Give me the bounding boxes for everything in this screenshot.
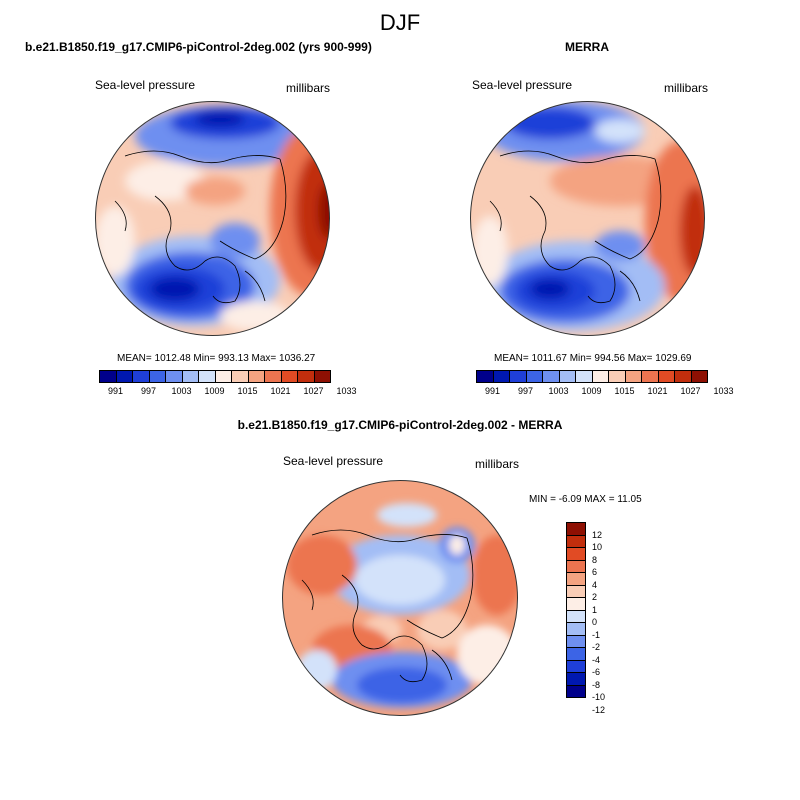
colorbar-swatch <box>690 370 708 383</box>
colorbar-swatch <box>165 370 183 383</box>
colorbar-tick-label: 997 <box>517 386 534 396</box>
panel-2-colorbar <box>476 370 708 383</box>
panel-1-field-label: Sea-level pressure <box>95 78 196 92</box>
colorbar-tick-label: 8 <box>592 554 598 565</box>
colorbar-swatch <box>492 370 510 383</box>
colorbar-swatch <box>591 370 609 383</box>
colorbar-swatch <box>566 534 586 548</box>
colorbar-swatch <box>566 659 586 673</box>
colorbar-tick-label: 12 <box>592 529 603 540</box>
colorbar-swatch <box>231 370 249 383</box>
colorbar-swatch <box>608 370 626 383</box>
panel-2-field-label: Sea-level pressure <box>472 78 573 92</box>
panel-1-unit-label: millibars <box>286 81 331 95</box>
colorbar-tick-label: -6 <box>592 667 601 677</box>
colorbar-swatch <box>115 370 133 383</box>
colorbar-tick-label: 1021 <box>270 386 291 396</box>
colorbar-swatch <box>566 522 586 536</box>
colorbar-swatch <box>297 370 315 383</box>
colorbar-swatch <box>247 370 265 383</box>
colorbar-swatch <box>566 672 586 686</box>
colorbar-swatch <box>566 634 586 648</box>
colorbar-tick-label: 1033 <box>713 386 734 396</box>
season-title: DJF <box>379 10 421 35</box>
colorbar-swatch <box>99 370 117 383</box>
colorbar-swatch <box>558 370 576 383</box>
panel-3-stats: MIN = -6.09 MAX = 11.05 <box>529 494 642 505</box>
panel-2-unit-label: millibars <box>664 81 709 95</box>
colorbar-tick-label: 1015 <box>237 386 258 396</box>
colorbar-tick-label: -8 <box>592 679 601 690</box>
colorbar-swatch <box>566 684 586 698</box>
colorbar-tick-label: 4 <box>592 579 598 590</box>
colorbar-swatch <box>566 647 586 661</box>
colorbar-swatch <box>264 370 282 383</box>
colorbar-swatch <box>198 370 216 383</box>
colorbar-tick-label: -1 <box>592 629 601 640</box>
colorbar-swatch <box>575 370 593 383</box>
colorbar-tick-label: 1033 <box>336 386 357 396</box>
panel-3-colorbar <box>566 522 586 698</box>
panel-3-unit-label: millibars <box>475 457 520 471</box>
colorbar-tick-label: 1009 <box>581 386 602 396</box>
colorbar-swatch <box>657 370 675 383</box>
colorbar-tick-label: -10 <box>592 692 606 702</box>
colorbar-tick-label: 1003 <box>171 386 192 396</box>
colorbar-swatch <box>132 370 150 383</box>
panel-3-title: b.e21.B1850.f19_g17.CMIP6-piControl-2deg… <box>237 418 563 432</box>
colorbar-tick-label: -4 <box>592 654 601 665</box>
panel-1-title: b.e21.B1850.f19_g17.CMIP6-piControl-2deg… <box>25 40 372 54</box>
colorbar-swatch <box>566 597 586 611</box>
colorbar-swatch <box>624 370 642 383</box>
colorbar-swatch <box>542 370 560 383</box>
colorbar-swatch <box>566 609 586 623</box>
colorbar-swatch <box>476 370 494 383</box>
colorbar-swatch <box>280 370 298 383</box>
colorbar-swatch <box>509 370 527 383</box>
colorbar-swatch <box>566 622 586 636</box>
colorbar-swatch <box>641 370 659 383</box>
panel-3-polar-map <box>282 480 518 716</box>
colorbar-tick-label: -2 <box>592 642 601 652</box>
colorbar-swatch <box>674 370 692 383</box>
colorbar-tick-label: -12 <box>592 704 606 715</box>
colorbar-tick-label: 1009 <box>204 386 225 396</box>
colorbar-swatch <box>313 370 331 383</box>
colorbar-swatch <box>214 370 232 383</box>
colorbar-swatch <box>566 572 586 586</box>
colorbar-swatch <box>566 559 586 573</box>
panel-2-title: MERRA <box>565 40 609 54</box>
colorbar-tick-label: 2 <box>592 592 598 602</box>
panel-1-polar-map <box>95 101 330 336</box>
colorbar-tick-label: 1021 <box>647 386 668 396</box>
colorbar-tick-label: 0 <box>592 617 598 627</box>
panel-2-stats: MEAN= 1011.67 Min= 994.56 Max= 1029.69 <box>494 353 692 364</box>
colorbar-swatch <box>181 370 199 383</box>
colorbar-swatch <box>566 584 586 598</box>
colorbar-tick-label: 1 <box>592 604 598 615</box>
panel-1-colorbar <box>99 370 331 383</box>
colorbar-tick-label: 991 <box>484 386 501 396</box>
panel-3-field-label: Sea-level pressure <box>283 454 384 468</box>
colorbar-swatch <box>525 370 543 383</box>
colorbar-swatch <box>566 547 586 561</box>
colorbar-swatch <box>148 370 166 383</box>
colorbar-tick-label: 1027 <box>680 386 701 396</box>
colorbar-tick-label: 6 <box>592 567 598 577</box>
colorbar-tick-label: 10 <box>592 542 603 552</box>
panel-2-polar-map <box>470 101 705 336</box>
colorbar-tick-label: 1015 <box>614 386 635 396</box>
colorbar-tick-label: 1003 <box>548 386 569 396</box>
colorbar-tick-label: 1027 <box>303 386 324 396</box>
colorbar-tick-label: 991 <box>107 386 124 396</box>
colorbar-tick-label: 997 <box>140 386 157 396</box>
panel-1-stats: MEAN= 1012.48 Min= 993.13 Max= 1036.27 <box>117 353 316 364</box>
